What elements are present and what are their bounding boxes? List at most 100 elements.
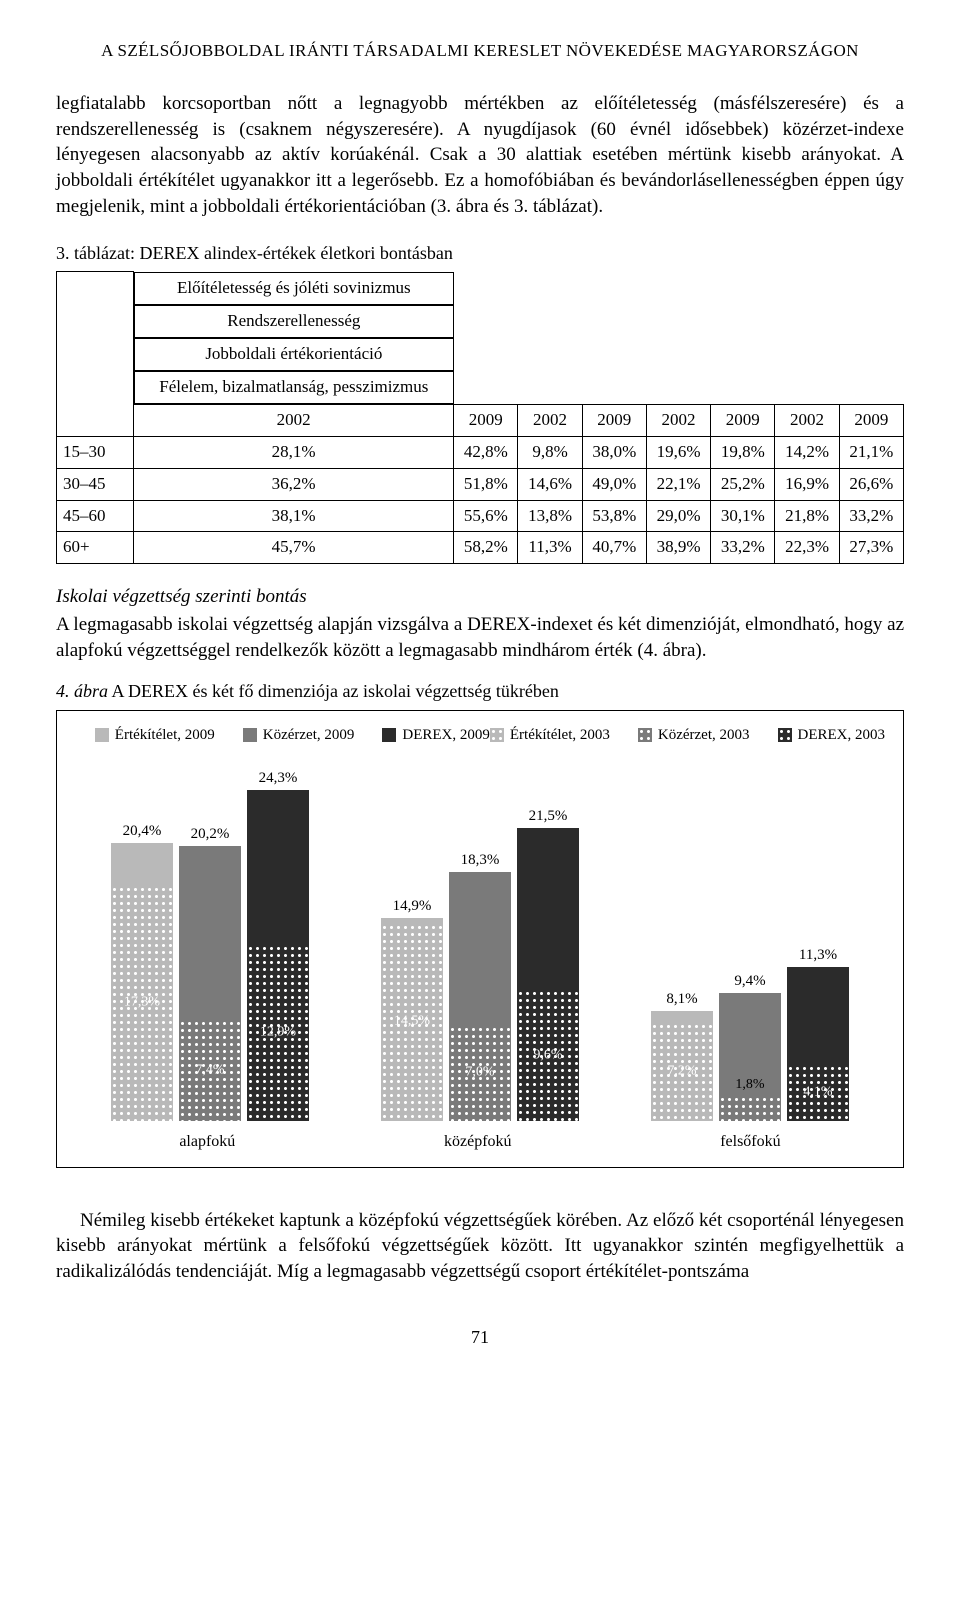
cell: 40,7% xyxy=(582,532,646,564)
cell: 25,2% xyxy=(711,468,775,500)
cell: 16,9% xyxy=(775,468,839,500)
bar-value-2003: 7,2% xyxy=(651,1062,713,1081)
table-row: 45–6038,1%55,6%13,8%53,8%29,0%30,1%21,8%… xyxy=(57,500,904,532)
legend-swatch xyxy=(490,728,504,742)
bar-value-2009: 21,5% xyxy=(517,806,579,826)
bar-segment-2009 xyxy=(247,790,309,945)
bar-value-2003: 14,5% xyxy=(381,1013,443,1032)
cell: 33,2% xyxy=(839,500,903,532)
bar-segment-2009 xyxy=(179,846,241,1020)
bar-value-2009: 14,9% xyxy=(381,896,443,916)
chart-bar: 1,8%9,4% xyxy=(719,993,781,1121)
bar-segment-2003: 7,4% xyxy=(179,1020,241,1121)
cell: 55,6% xyxy=(454,500,518,532)
cell: 26,6% xyxy=(839,468,903,500)
bar-value-2009: 18,3% xyxy=(449,850,511,870)
paragraph-1: legfiatalabb korcsoportban nőtt a legnag… xyxy=(56,91,904,219)
legend-item: DEREX, 2009 xyxy=(382,725,490,745)
cell: 14,6% xyxy=(518,468,582,500)
legend-label: Közérzet, 2003 xyxy=(658,725,750,745)
cell: 11,3% xyxy=(518,532,582,564)
col-group-4: Félelem, bizalmatlanság, pesszimizmus xyxy=(134,371,454,404)
bar-segment-2009 xyxy=(111,843,173,885)
cell: 38,0% xyxy=(582,436,646,468)
chart-group: 14,5%14,9%7,0%18,3%9,6%21,5% xyxy=(345,781,615,1121)
chart-frame: Értékítélet, 2009 Közérzet, 2009 DEREX, 20… xyxy=(56,710,904,1168)
legend-label: Közérzet, 2009 xyxy=(263,725,355,745)
bar-segment-2003: 9,6% xyxy=(517,990,579,1121)
cell: 21,8% xyxy=(775,500,839,532)
table-caption: 3. táblázat: DEREX alindex-értékek életk… xyxy=(56,241,904,265)
bar-value-2009: 8,1% xyxy=(651,989,713,1009)
bar-value-2009: 20,2% xyxy=(179,824,241,844)
legend-swatch xyxy=(243,728,257,742)
legend-swatch xyxy=(95,728,109,742)
year-header: 2002 xyxy=(518,404,582,436)
bar-segment-2003: 1,8% xyxy=(719,1096,781,1120)
bar-segment-2003: 7,0% xyxy=(449,1026,511,1121)
chart-group: 7,2%8,1%1,8%9,4%4,1%11,3% xyxy=(615,781,885,1121)
paragraph-3: Némileg kisebb értékeket kaptunk a közép… xyxy=(56,1208,904,1285)
col-group-3: Jobboldali értékorientáció xyxy=(134,338,454,371)
legend-label: Értékítélet, 2009 xyxy=(115,725,215,745)
year-row: 2002 2009 2002 2009 2002 2009 2002 2009 xyxy=(57,404,904,436)
col-group-1: Előítéletesség és jóléti sovinizmus xyxy=(134,272,454,305)
legend-item: Közérzet, 2003 xyxy=(638,725,750,745)
legend-label: DEREX, 2003 xyxy=(798,725,886,745)
year-header: 2002 xyxy=(646,404,710,436)
table-row: 60+45,7%58,2%11,3%40,7%38,9%33,2%22,3%27… xyxy=(57,532,904,564)
bar-value-2009: 20,4% xyxy=(111,821,173,841)
chart-bar: 7,0%18,3% xyxy=(449,872,511,1121)
cell: 14,2% xyxy=(775,436,839,468)
legend-swatch xyxy=(778,728,792,742)
chart-legend: Értékítélet, 2009 Közérzet, 2009 DEREX, 20… xyxy=(75,725,885,751)
legend-label: Értékítélet, 2003 xyxy=(510,725,610,745)
bar-value-2003: 7,0% xyxy=(449,1064,511,1083)
year-header: 2002 xyxy=(775,404,839,436)
bar-value-2003: 4,1% xyxy=(787,1084,849,1103)
bar-segment-2009 xyxy=(449,872,511,1026)
row-label: 45–60 xyxy=(57,500,134,532)
cell: 36,2% xyxy=(134,468,454,500)
x-axis-label: középfokú xyxy=(444,1131,512,1153)
chart-bar: 9,6%21,5% xyxy=(517,828,579,1120)
table-row: 15–3028,1%42,8%9,8%38,0%19,6%19,8%14,2%2… xyxy=(57,436,904,468)
bar-segment-2003: 17,3% xyxy=(111,886,173,1121)
derex-subindex-table: Előítéletesség és jóléti sovinizmus Rend… xyxy=(56,271,904,564)
bar-segment-2003: 4,1% xyxy=(787,1065,849,1121)
bar-value-2003: 9,6% xyxy=(517,1046,579,1065)
legend-swatch xyxy=(382,728,396,742)
bar-value-2009: 9,4% xyxy=(719,971,781,991)
legend-label: DEREX, 2009 xyxy=(402,725,490,745)
year-header: 2002 xyxy=(134,404,454,436)
section-subhead: Iskolai végzettség szerinti bontás xyxy=(56,584,904,610)
chart-bar: 4,1%11,3% xyxy=(787,967,849,1121)
cell: 53,8% xyxy=(582,500,646,532)
cell: 38,9% xyxy=(646,532,710,564)
bar-segment-2009 xyxy=(787,967,849,1065)
cell: 51,8% xyxy=(454,468,518,500)
running-head: A SZÉLSŐJOBBOLDAL IRÁNTI TÁRSADALMI KERE… xyxy=(56,40,904,63)
chart-area: 17,3%20,4%7,4%20,2%12,9%24,3%14,5%14,9%7… xyxy=(75,757,885,1157)
bar-segment-2003: 12,9% xyxy=(247,945,309,1120)
cell: 9,8% xyxy=(518,436,582,468)
cell: 49,0% xyxy=(582,468,646,500)
legend-item: DEREX, 2003 xyxy=(778,725,886,745)
cell: 19,6% xyxy=(646,436,710,468)
paragraph-2: A legmagasabb iskolai végzettség alapján… xyxy=(56,612,904,663)
bar-segment-2009 xyxy=(719,993,781,1096)
row-label: 15–30 xyxy=(57,436,134,468)
bar-segment-2003: 7,2% xyxy=(651,1023,713,1121)
bar-segment-2009 xyxy=(651,1011,713,1023)
bar-value-2003: 7,4% xyxy=(179,1061,241,1080)
bar-value-2003: 12,9% xyxy=(247,1024,309,1043)
legend-item: Közérzet, 2009 xyxy=(243,725,355,745)
legend-item: Értékítélet, 2009 xyxy=(95,725,215,745)
row-label: 60+ xyxy=(57,532,134,564)
chart-group: 17,3%20,4%7,4%20,2%12,9%24,3% xyxy=(75,781,345,1121)
chart-bar: 17,3%20,4% xyxy=(111,843,173,1120)
cell: 42,8% xyxy=(454,436,518,468)
chart-bar: 7,4%20,2% xyxy=(179,846,241,1121)
page-number: 71 xyxy=(56,1325,904,1349)
cell: 33,2% xyxy=(711,532,775,564)
